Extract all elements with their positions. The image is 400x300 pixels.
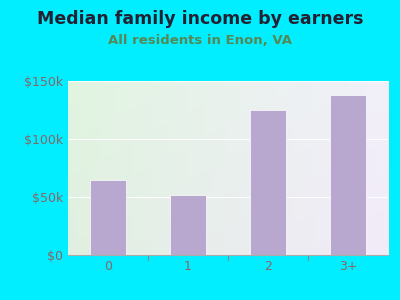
Bar [90,180,126,255]
Bar [170,195,206,255]
Text: All residents in Enon, VA: All residents in Enon, VA [108,34,292,47]
Bar [330,95,366,255]
Bar [250,110,286,255]
Text: Median family income by earners: Median family income by earners [37,11,363,28]
